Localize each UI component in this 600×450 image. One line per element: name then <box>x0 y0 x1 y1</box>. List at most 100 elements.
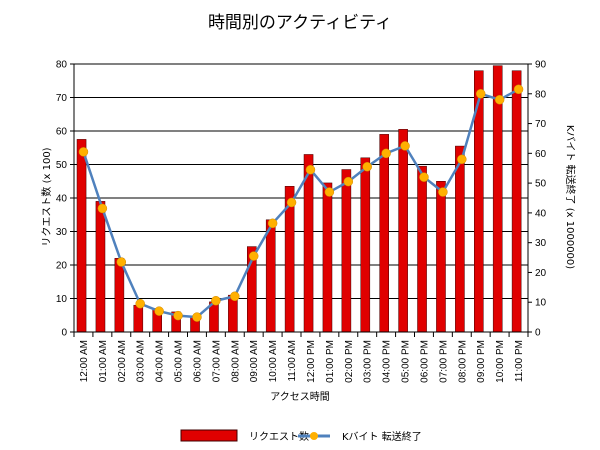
line-point <box>116 257 127 267</box>
line-point <box>248 251 259 261</box>
legend-label-kbytes: Kバイト 転送終了 <box>342 430 422 443</box>
line-point <box>78 147 89 157</box>
x-tick-label: 03:00 AM <box>136 340 147 382</box>
y2-tick-label: 70 <box>535 119 547 130</box>
y-tick-label: 50 <box>56 160 68 171</box>
line-point <box>97 203 108 214</box>
y2-axis-label: Kバイト 転送終了 (x 1000000) <box>564 125 577 269</box>
x-tick-label: 12:00 PM <box>306 340 317 383</box>
line-point <box>211 295 221 306</box>
x-tick-label: 02:00 AM <box>117 340 128 382</box>
y-tick-label: 70 <box>56 93 68 104</box>
line-point <box>230 291 240 302</box>
bar <box>322 182 333 333</box>
x-tick-label: 02:00 PM <box>344 340 355 383</box>
x-tick-label: 04:00 PM <box>382 340 393 383</box>
y-tick-label: 20 <box>56 261 68 272</box>
x-tick-label: 05:00 PM <box>401 340 412 383</box>
x-tick-label: 11:00 AM <box>287 340 298 382</box>
x-tick-label: 01:00 AM <box>98 340 109 382</box>
line-point <box>381 148 391 159</box>
line-point <box>475 89 486 99</box>
y-tick-label: 10 <box>56 294 68 305</box>
x-tick-label: 06:00 AM <box>192 340 203 382</box>
line-point <box>494 94 505 105</box>
bar <box>436 181 446 333</box>
x-tick-label: 08:00 AM <box>230 340 241 382</box>
legend-label-requests: リクエスト数 <box>249 430 309 443</box>
legend-marker-kbytes <box>310 432 318 440</box>
line-point <box>343 176 354 187</box>
y2-tick-label: 10 <box>535 298 547 309</box>
line-point <box>192 312 202 322</box>
x-tick-label: 08:00 PM <box>457 340 468 383</box>
line-point <box>135 298 145 309</box>
bar <box>303 154 314 333</box>
left-axis-ticks: 0 10 20 30 40 50 60 70 80 <box>56 60 74 339</box>
bar <box>511 70 522 333</box>
x-tick-label: 01:00 PM <box>325 340 336 383</box>
y-tick-label: 40 <box>56 194 68 205</box>
line-point <box>513 84 524 95</box>
bar <box>76 139 87 333</box>
bar-series <box>76 65 522 333</box>
bar <box>398 129 408 333</box>
line-point <box>286 197 297 208</box>
line-point <box>362 161 372 172</box>
x-tick-label: 04:00 AM <box>155 340 166 382</box>
line-point <box>154 306 164 316</box>
bar <box>341 169 352 333</box>
bar <box>114 258 125 333</box>
chart-title: 時間別のアクティビティ <box>208 13 392 33</box>
legend: リクエスト数 Kバイト 転送終了 <box>180 429 422 443</box>
legend-swatch-requests <box>180 429 238 442</box>
line-point <box>438 187 448 197</box>
bar <box>95 201 106 333</box>
x-tick-label: 12:00 AM <box>79 340 90 382</box>
y2-tick-label: 40 <box>535 208 547 219</box>
line-series <box>78 84 524 322</box>
x-axis-label: アクセス時間 <box>270 391 330 403</box>
series-line <box>82 88 520 319</box>
line-point <box>173 310 183 321</box>
right-axis-ticks: 0 10 20 30 40 50 60 70 80 90 <box>528 60 547 339</box>
line-point <box>419 172 429 182</box>
bar <box>360 157 371 333</box>
bar <box>455 145 465 333</box>
y2-tick-label: 30 <box>535 238 547 249</box>
x-tick-label: 10:00 AM <box>268 340 279 382</box>
x-tick-label: 09:00 AM <box>249 340 260 382</box>
x-tick-label: 06:00 PM <box>419 340 430 383</box>
gridlines <box>74 97 528 299</box>
x-tick-label: 10:00 PM <box>495 340 506 383</box>
y-tick-label: 60 <box>56 127 68 138</box>
line-point <box>305 164 316 175</box>
bar <box>492 65 503 333</box>
y-tick-label: 30 <box>56 227 68 238</box>
line-point <box>457 154 467 165</box>
bar <box>133 304 144 333</box>
y-tick-label: 0 <box>61 328 67 339</box>
y-tick-label: 80 <box>56 60 68 71</box>
bar <box>417 165 427 333</box>
bar <box>265 219 276 333</box>
line-point <box>324 187 335 197</box>
y-axis-label: リクエスト数 (x 100) <box>40 147 53 246</box>
line-point <box>267 218 278 229</box>
y2-tick-label: 80 <box>535 89 547 100</box>
y2-tick-label: 50 <box>535 179 547 190</box>
y2-tick-label: 20 <box>535 268 547 279</box>
x-tick-label: 11:00 PM <box>514 340 525 382</box>
x-tick-label: 03:00 PM <box>363 340 374 383</box>
bar <box>379 134 389 333</box>
y2-tick-label: 60 <box>535 149 547 160</box>
y2-tick-label: 90 <box>535 60 547 71</box>
x-tick-label: 07:00 AM <box>211 340 222 382</box>
x-tick-label: 09:00 PM <box>476 340 487 383</box>
x-tick-label: 07:00 PM <box>438 340 449 383</box>
x-axis-ticks: 12:00 AM 01:00 AM 02:00 AM 03:00 AM 04:00 AM… <box>79 340 525 383</box>
x-tick-label: 05:00 AM <box>174 340 185 382</box>
y2-tick-label: 0 <box>535 328 541 339</box>
line-point <box>400 141 410 151</box>
